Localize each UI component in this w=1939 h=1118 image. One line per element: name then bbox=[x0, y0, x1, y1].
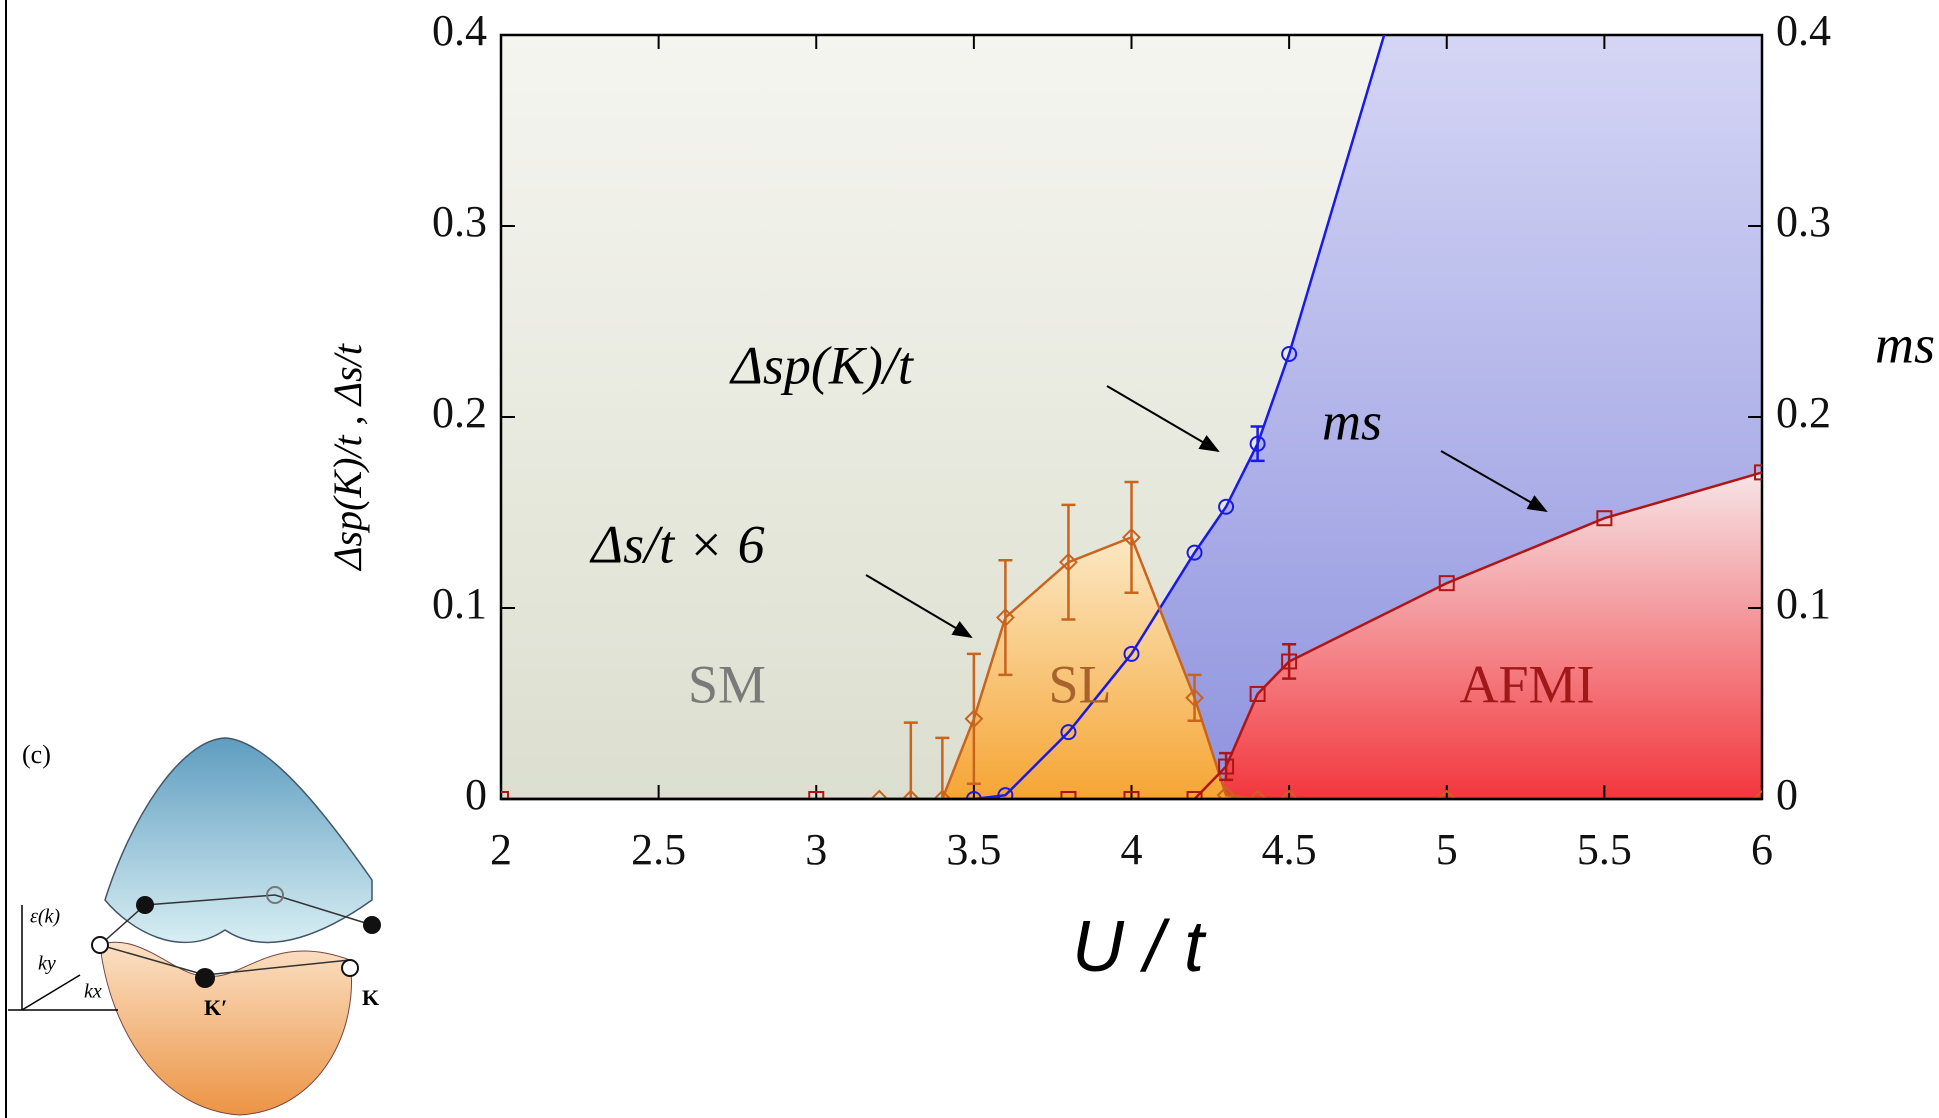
x-tick-label: 2.5 bbox=[631, 825, 686, 874]
x-tick-label: 5 bbox=[1436, 825, 1458, 874]
y-tick-label: 0 bbox=[465, 770, 487, 819]
y2-tick-label: 0.4 bbox=[1776, 6, 1831, 55]
y-tick-label: 0.3 bbox=[432, 197, 487, 246]
y2-tick-label: 0 bbox=[1776, 770, 1798, 819]
inset-panel-label: (c) bbox=[22, 740, 51, 769]
inset-kx-label: kx bbox=[84, 981, 102, 1003]
figure: 22.533.544.555.5600.10.20.30.400.10.20.3… bbox=[0, 0, 1939, 1118]
annotation: Δs/t × 6 bbox=[589, 514, 764, 574]
y2-tick-label: 0.2 bbox=[1776, 388, 1831, 437]
x-tick-label: 5.5 bbox=[1577, 825, 1632, 874]
y-tick-label: 0.2 bbox=[432, 388, 487, 437]
inset bbox=[8, 738, 381, 1115]
x-tick-label: 3 bbox=[805, 825, 827, 874]
x-tick-label: 3.5 bbox=[946, 825, 1001, 874]
inset-kprime-label: K′ bbox=[204, 995, 227, 1020]
x-tick-label: 6 bbox=[1751, 825, 1773, 874]
annotation: AFMI bbox=[1459, 654, 1594, 714]
y2-tick-label: 0.1 bbox=[1776, 579, 1831, 628]
inset-energy-label: ε(k) bbox=[30, 906, 60, 928]
inset-k-label: K bbox=[362, 985, 379, 1010]
annotation: Δsp(K)/t bbox=[729, 335, 915, 395]
annotation: SL bbox=[1048, 654, 1111, 714]
x-axis-label: U / t bbox=[1072, 907, 1207, 987]
annotation: SM bbox=[688, 654, 766, 714]
x-tick-label: 4.5 bbox=[1262, 825, 1317, 874]
x-tick-label: 4 bbox=[1121, 825, 1143, 874]
y2-tick-label: 0.3 bbox=[1776, 197, 1831, 246]
y-tick-label: 0.1 bbox=[432, 579, 487, 628]
x-tick-label: 2 bbox=[490, 825, 512, 874]
annotation: ms bbox=[1322, 391, 1382, 451]
y-axis-label: Δsp(K)/t , Δs/t bbox=[325, 343, 370, 572]
y-tick-label: 0.4 bbox=[432, 6, 487, 55]
y2-axis-label: ms bbox=[1875, 314, 1935, 374]
inset-ky-label: ky bbox=[38, 953, 56, 975]
